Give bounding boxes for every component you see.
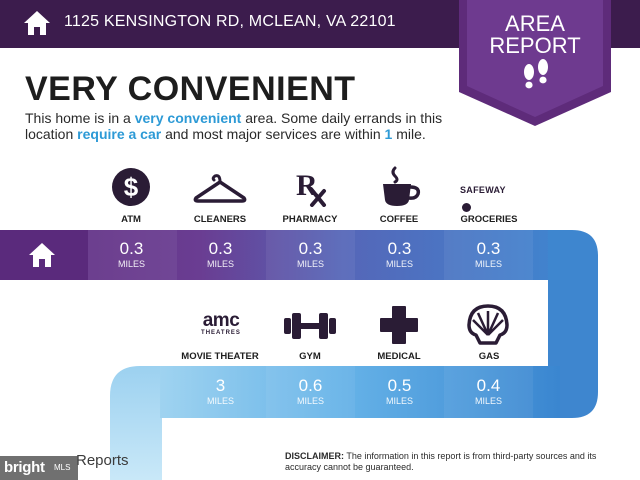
- distance-cell-atm: 0.3 MILES: [87, 240, 176, 270]
- distance-cell-groceries: 0.3 MILES: [444, 240, 533, 270]
- distance-unit: MILES: [206, 259, 234, 269]
- distance-cell-gym: 0.6 MILES: [266, 377, 355, 407]
- bright-mls-badge: bright MLS: [0, 456, 78, 480]
- convenience-heading: VERY CONVENIENT: [25, 70, 356, 108]
- distance-unit: MILES: [296, 396, 324, 406]
- distance-cell-pharmacy: 0.3 MILES: [266, 240, 355, 270]
- rx-icon: R: [296, 169, 326, 207]
- footprints-icon: [524, 59, 548, 89]
- distance-value: 0.3: [298, 239, 323, 258]
- distance-value: 0.6: [298, 376, 323, 395]
- convenience-description: This home is in a very convenient area. …: [25, 110, 443, 142]
- coffee-cup-icon: [383, 166, 421, 206]
- distance-value: 0.3: [476, 239, 501, 258]
- distance-unit: MILES: [385, 259, 413, 269]
- service-label-cleaners: CLEANERS: [193, 214, 247, 225]
- distance-unit: MILES: [474, 396, 502, 406]
- service-label-coffee: COFFEE: [379, 214, 419, 225]
- shell-icon: [467, 304, 509, 345]
- svg-text:$: $: [124, 172, 139, 202]
- distance-cell-movie-theater: 3 MILES: [176, 377, 265, 407]
- service-label-pharmacy: PHARMACY: [282, 214, 338, 225]
- svg-text:R: R: [296, 169, 318, 202]
- distance-unit: MILES: [296, 259, 324, 269]
- distance-value: 0.5: [387, 376, 412, 395]
- property-address: 1125 KENSINGTON RD, MCLEAN, VA 22101: [64, 13, 396, 30]
- distance-value: 0.3: [387, 239, 412, 258]
- distance-cell-cleaners: 0.3 MILES: [176, 240, 265, 270]
- distance-value: 0.3: [208, 239, 233, 258]
- medical-cross-icon: [380, 306, 418, 344]
- distance-cell-gas: 0.4 MILES: [444, 377, 533, 407]
- dumbbell-icon: [284, 313, 336, 339]
- distance-value: 0.4: [476, 376, 501, 395]
- amc-logo: amc THEATRES: [201, 310, 241, 336]
- distance-value: 0.3: [119, 239, 144, 258]
- hanger-icon: [193, 174, 247, 203]
- area-report-badge: AREA REPORT: [459, 0, 611, 128]
- dollar-icon: $: [112, 168, 150, 206]
- home-icon: [24, 11, 50, 35]
- distance-cell-medical: 0.5 MILES: [355, 377, 444, 407]
- service-label-gym: GYM: [299, 351, 321, 362]
- badge-line-2: REPORT: [489, 33, 581, 58]
- service-label-atm: ATM: [121, 214, 141, 225]
- service-label-medical: MEDICAL: [377, 351, 421, 362]
- service-label-movie-theater: MOVIE THEATER: [181, 351, 259, 362]
- distance-value: 3: [215, 376, 226, 395]
- safeway-logo: SAFEWAY: [460, 180, 520, 212]
- home-start-icon: [29, 243, 55, 267]
- distance-unit: MILES: [385, 396, 413, 406]
- service-label-groceries: GROCERIES: [460, 214, 518, 225]
- disclaimer-text: DISCLAIMER: The information in this repo…: [285, 451, 597, 472]
- distance-unit: MILES: [117, 259, 145, 269]
- badge-line-1: AREA: [505, 11, 565, 36]
- brightmls-logo: Reports bright MLS: [0, 448, 130, 480]
- service-label-gas: GAS: [478, 351, 500, 362]
- distance-unit: MILES: [206, 396, 234, 406]
- distance-unit: MILES: [474, 259, 502, 269]
- distance-cell-coffee: 0.3 MILES: [355, 240, 444, 270]
- reports-brand-text: Reports: [76, 452, 129, 469]
